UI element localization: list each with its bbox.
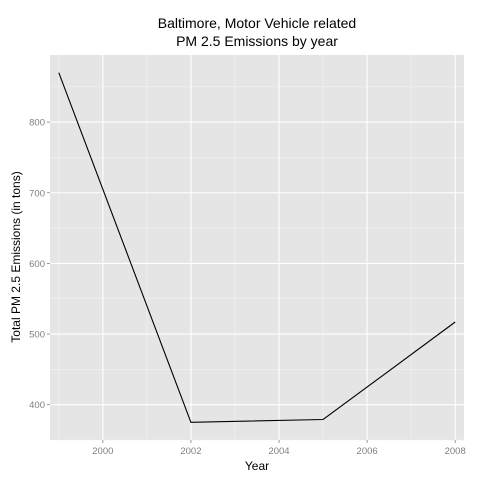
x-axis-title: Year — [245, 459, 269, 473]
y-tick-label: 400 — [29, 400, 45, 411]
x-tick-label: 2000 — [92, 446, 113, 457]
major-gridlines — [50, 55, 464, 440]
chart-title-line-1: Baltimore, Motor Vehicle related — [158, 15, 356, 31]
y-tick-label: 800 — [29, 118, 45, 129]
chart-title-line-2: PM 2.5 Emissions by year — [176, 33, 338, 49]
y-tick-label: 500 — [29, 330, 45, 341]
y-tick-label: 600 — [29, 259, 45, 270]
y-tick-label: 700 — [29, 188, 45, 199]
y-axis-title: Total PM 2.5 Emissions (in tons) — [9, 171, 23, 342]
x-tick-label: 2006 — [357, 446, 378, 457]
minor-gridlines — [50, 55, 464, 441]
axis-ticks: 2000 2002 2004 2006 2008 400 500 600 700 800 — [29, 118, 466, 457]
plot-panel — [50, 55, 464, 440]
x-tick-label: 2002 — [180, 446, 201, 457]
x-tick-label: 2004 — [268, 446, 289, 457]
x-tick-label: 2008 — [445, 446, 466, 457]
emissions-line — [58, 72, 456, 423]
